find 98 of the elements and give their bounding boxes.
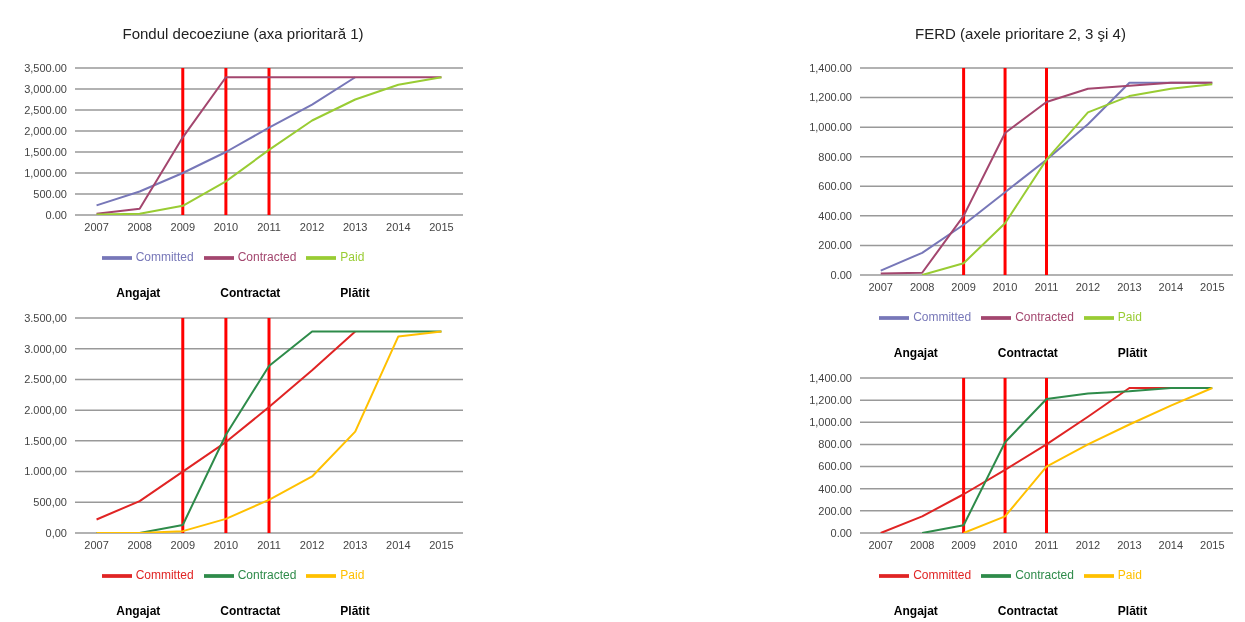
y-tick-label: 0.00 xyxy=(45,208,67,221)
y-tick-label: 1,000.00 xyxy=(809,416,852,429)
x-tick-label: 2007 xyxy=(868,538,893,551)
y-tick-label: 800.00 xyxy=(818,438,852,451)
y-tick-label: 3,000.00 xyxy=(24,82,67,95)
legend-label: Paid xyxy=(1117,310,1142,325)
text: Contractat xyxy=(220,286,281,300)
x-tick-label: 2009 xyxy=(170,220,196,233)
x-tick-label: 2012 xyxy=(1075,280,1101,293)
y-tick-label: 0,00 xyxy=(45,526,67,539)
legend-label: Paid xyxy=(340,250,365,265)
y-tick-label: 1,200.00 xyxy=(809,91,852,104)
text: Angajat xyxy=(116,604,161,618)
y-tick-label: 200.00 xyxy=(818,239,852,252)
y-tick-label: 500.00 xyxy=(33,187,67,200)
x-tick-label: 2007 xyxy=(868,280,893,293)
legend-label: Contracted xyxy=(237,568,297,583)
legend-label: Committed xyxy=(135,568,194,583)
legend-label: Paid xyxy=(1117,568,1142,583)
x-tick-label: 2013 xyxy=(342,538,368,551)
y-tick-label: 1,200.00 xyxy=(809,394,852,407)
text: Angajat xyxy=(893,604,938,618)
y-tick-label: 3.000,00 xyxy=(24,342,67,355)
text: Angajat xyxy=(116,286,161,300)
text: Plătit xyxy=(340,604,370,618)
y-tick-label: 2.000,00 xyxy=(24,404,67,417)
x-tick-label: 2010 xyxy=(213,220,239,233)
y-tick-label: 0.00 xyxy=(830,526,852,539)
x-tick-label: 2009 xyxy=(951,280,976,293)
y-tick-label: 400.00 xyxy=(818,209,852,222)
legend-label: Committed xyxy=(135,250,194,265)
y-tick-label: 0.00 xyxy=(830,268,852,281)
y-tick-label: 1.000,00 xyxy=(24,465,67,478)
y-tick-label: 1,000.00 xyxy=(24,166,67,179)
y-tick-label: 1,400.00 xyxy=(809,371,852,384)
x-tick-label: 2012 xyxy=(299,538,325,551)
x-tick-label: 2011 xyxy=(257,220,281,233)
text: Contractat xyxy=(997,604,1058,618)
legend-label: Contracted xyxy=(1015,568,1074,583)
y-tick-label: 400.00 xyxy=(818,482,852,495)
legend-label: Committed xyxy=(913,568,972,583)
y-tick-label: 1,000.00 xyxy=(809,121,852,134)
y-tick-label: 1,400.00 xyxy=(809,61,852,74)
chart-title: FERD (axele prioritare 2, 3 şi 4) xyxy=(914,23,1127,44)
x-tick-label: 2009 xyxy=(170,538,196,551)
legend-label: Contracted xyxy=(1015,310,1074,325)
y-tick-label: 2.500,00 xyxy=(24,373,67,386)
x-tick-label: 2014 xyxy=(386,538,411,551)
x-tick-label: 2014 xyxy=(1158,538,1184,551)
text: Contractat xyxy=(997,346,1058,360)
y-tick-label: 3,500.00 xyxy=(24,61,67,74)
x-tick-label: 2013 xyxy=(342,220,368,233)
x-tick-label: 2010 xyxy=(213,538,239,551)
x-tick-label: 2007 xyxy=(84,538,109,551)
x-tick-label: 2010 xyxy=(992,538,1018,551)
x-tick-label: 2012 xyxy=(1075,538,1101,551)
legend-label: Contracted xyxy=(237,250,297,265)
x-tick-label: 2014 xyxy=(386,220,411,233)
x-tick-label: 2010 xyxy=(992,280,1018,293)
x-tick-label: 2011 xyxy=(1034,538,1059,551)
x-tick-label: 2015 xyxy=(429,538,454,551)
y-tick-label: 200.00 xyxy=(818,504,852,517)
y-tick-label: 1.500,00 xyxy=(24,434,67,447)
line-series xyxy=(95,330,443,533)
line-series xyxy=(95,76,443,215)
x-tick-label: 2014 xyxy=(1158,280,1184,293)
x-tick-label: 2013 xyxy=(1117,280,1142,293)
x-tick-label: 2012 xyxy=(299,220,325,233)
x-tick-label: 2008 xyxy=(127,538,152,551)
chart-title: Fondul decoeziune (axa prioritară 1) xyxy=(121,23,365,44)
x-tick-label: 2015 xyxy=(429,220,454,233)
legend-label: Paid xyxy=(340,568,365,583)
y-tick-label: 500,00 xyxy=(33,496,67,509)
text: Contractat xyxy=(220,604,281,618)
y-tick-label: 3.500,00 xyxy=(24,311,67,324)
x-tick-label: 2015 xyxy=(1200,280,1225,293)
text: Plătit xyxy=(1117,346,1148,360)
y-tick-label: 800.00 xyxy=(818,150,852,163)
text: Plătit xyxy=(340,286,370,300)
line-series xyxy=(95,330,357,521)
y-tick-label: 600.00 xyxy=(818,460,852,473)
x-tick-label: 2013 xyxy=(1117,538,1142,551)
y-tick-label: 2,000.00 xyxy=(24,124,67,137)
x-tick-label: 2008 xyxy=(909,538,935,551)
y-tick-label: 2,500.00 xyxy=(24,103,67,116)
x-tick-label: 2008 xyxy=(127,220,152,233)
y-tick-label: 1,500.00 xyxy=(24,145,67,158)
line-series xyxy=(95,76,357,207)
x-tick-label: 2008 xyxy=(909,280,935,293)
x-tick-label: 2007 xyxy=(84,220,109,233)
x-tick-label: 2015 xyxy=(1200,538,1225,551)
text: Angajat xyxy=(893,346,938,360)
legend-label: Committed xyxy=(913,310,972,325)
x-tick-label: 2009 xyxy=(951,538,976,551)
x-tick-label: 2011 xyxy=(1034,280,1059,293)
y-tick-label: 600.00 xyxy=(818,180,852,193)
x-tick-label: 2011 xyxy=(257,538,281,551)
text: Plătit xyxy=(1117,604,1148,618)
